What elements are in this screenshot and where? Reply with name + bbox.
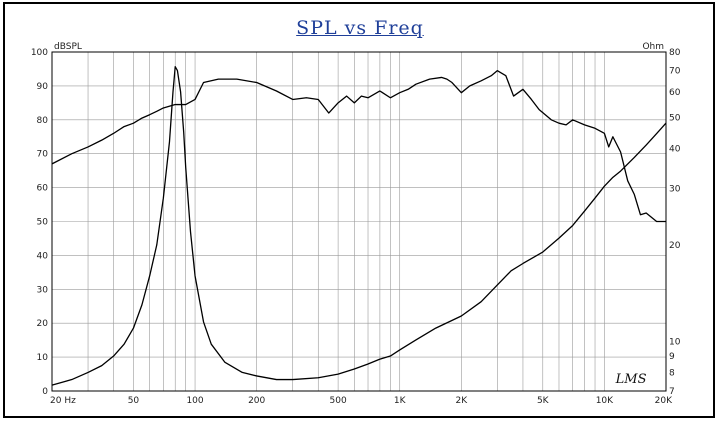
x-tick-label: 10K (596, 396, 614, 406)
x-tick-label: 1K (394, 396, 407, 406)
y-left-tick-label: 50 (37, 218, 49, 228)
y-left-tick-label: 40 (37, 251, 49, 261)
x-tick-label: 2K (456, 396, 469, 406)
chart-title: SPL vs Freq (296, 17, 424, 39)
x-tick-label: 20 Hz (50, 396, 76, 406)
y-right-tick-label: 10 (669, 337, 681, 347)
y-left-tick-label: 30 (37, 285, 49, 295)
x-tick-label: 50 (128, 396, 140, 406)
spl-curve (51, 70, 666, 223)
chart-frame (3, 2, 715, 418)
y-left-tick-label: 20 (37, 319, 49, 329)
x-tick-label: 20K (655, 396, 673, 406)
y-left-tick-label: 80 (37, 116, 49, 126)
y-left-tick-label: 70 (37, 150, 49, 160)
y-right-tick-label: 60 (669, 88, 681, 98)
tick-labels: 20 Hz 50 100 200 500 1K 2K 5K 10K 20K 0 10 20 30 40 50 6… (31, 48, 681, 406)
y-left-tick-label: 10 (37, 353, 49, 363)
grid (52, 52, 666, 391)
impedance-curve (51, 66, 667, 386)
y-right-tick-label: 50 (669, 113, 681, 123)
y-right-tick-label: 80 (669, 48, 681, 58)
x-tick-label: 200 (248, 396, 265, 406)
y-right-tick-label: 40 (669, 144, 681, 154)
y-left-tick-label: 0 (42, 387, 48, 397)
y-left-tick-label: 60 (37, 184, 49, 194)
lms-annotation: LMS (615, 372, 647, 387)
y-left-unit-label: dBSPL (54, 42, 82, 52)
y-right-tick-label: 8 (669, 368, 675, 378)
y-right-tick-label: 70 (669, 67, 681, 77)
y-right-unit-label: Ohm (642, 42, 664, 52)
y-right-tick-label: 30 (669, 184, 681, 194)
series-layer (51, 66, 667, 386)
x-tick-label: 500 (330, 396, 347, 406)
x-tick-label: 5K (537, 396, 550, 406)
y-left-tick-label: 100 (31, 48, 48, 58)
x-tick-label: 100 (186, 396, 203, 406)
y-right-tick-label: 7 (669, 387, 675, 397)
y-right-tick-label: 20 (669, 241, 681, 251)
y-right-tick-label: 9 (669, 352, 675, 362)
y-left-tick-label: 90 (37, 82, 49, 92)
